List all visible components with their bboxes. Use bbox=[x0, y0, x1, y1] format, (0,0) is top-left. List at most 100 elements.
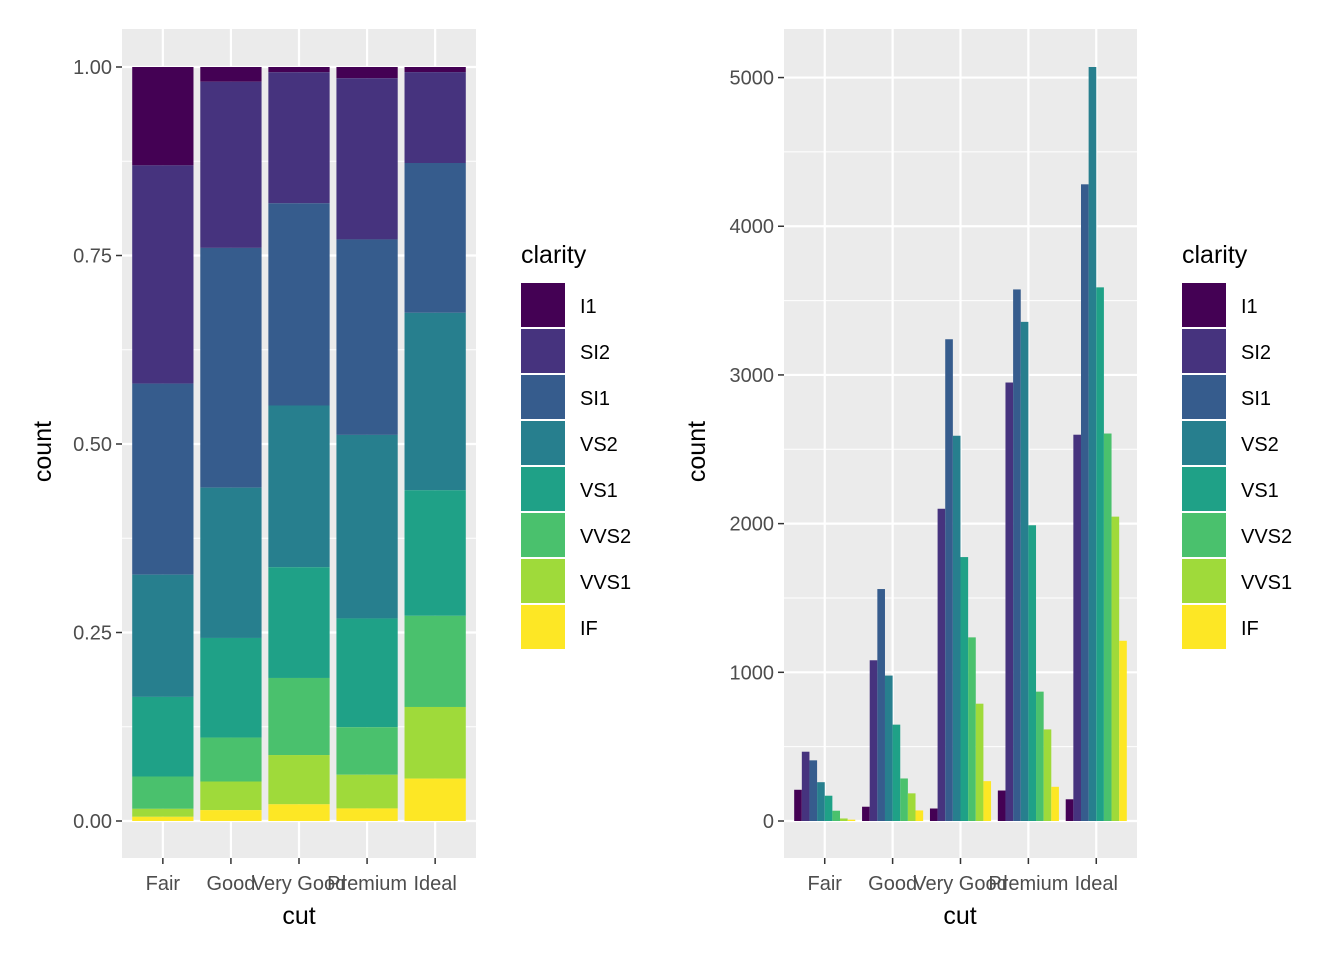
bar-fair-si1 bbox=[132, 383, 194, 575]
bar-ideal-si1 bbox=[404, 163, 466, 313]
x-axis-title: cut bbox=[943, 902, 976, 930]
y-tick-label: 0.25 bbox=[73, 623, 112, 645]
bar-fair-vs1 bbox=[824, 795, 833, 821]
bar-very-good-si2 bbox=[937, 508, 946, 821]
legend-label-si1: SI1 bbox=[1241, 388, 1271, 410]
x-tick-label: Good bbox=[868, 873, 917, 895]
bar-very-good-vvs1 bbox=[268, 755, 330, 805]
bar-very-good-i1 bbox=[929, 808, 938, 821]
bar-very-good-vvs2 bbox=[968, 637, 976, 821]
legend-key-si2 bbox=[521, 329, 565, 373]
x-axis-title: cut bbox=[282, 902, 315, 930]
bar-good-vvs2 bbox=[200, 737, 262, 782]
legend-label-vvs2: VVS2 bbox=[580, 526, 631, 548]
bar-premium-i1 bbox=[997, 790, 1006, 821]
bar-ideal-vs1 bbox=[1096, 287, 1104, 821]
bar-very-good-vs2 bbox=[952, 435, 961, 821]
x-tick-label: Premium bbox=[327, 873, 407, 895]
bar-good-vvs2 bbox=[900, 778, 908, 821]
legend-key-vvs1 bbox=[1182, 559, 1226, 603]
legend-label-vvs2: VVS2 bbox=[1241, 526, 1292, 548]
bar-ideal-i1 bbox=[404, 67, 466, 73]
bar-premium-vs2 bbox=[336, 434, 398, 619]
bar-good-vvs1 bbox=[907, 793, 916, 821]
y-axis-title: count bbox=[683, 421, 711, 482]
legend-label-vvs1: VVS1 bbox=[580, 572, 631, 594]
bar-very-good-vs1 bbox=[960, 557, 969, 821]
legend: clarity I1 SI2 SI1 VS2 VS1 VVS2 VVS1 IF bbox=[521, 241, 631, 649]
bar-fair-i1 bbox=[132, 67, 194, 166]
legend-key-si2 bbox=[1182, 329, 1226, 373]
bar-premium-si2 bbox=[336, 78, 398, 240]
bar-premium-vvs1 bbox=[336, 774, 398, 809]
bar-premium-vvs2 bbox=[336, 727, 398, 775]
legend-label-if: IF bbox=[1241, 618, 1259, 640]
y-tick-label: 1000 bbox=[730, 662, 775, 684]
x-tick-label: Very Good bbox=[252, 873, 347, 895]
legend-label-vs1: VS1 bbox=[1241, 480, 1279, 502]
bar-premium-vs1 bbox=[336, 618, 398, 728]
bar-ideal-vs2 bbox=[404, 312, 466, 491]
bar-ideal-vvs2 bbox=[1103, 433, 1112, 821]
legend-key-vvs2 bbox=[1182, 513, 1226, 557]
legend-key-vs2 bbox=[1182, 421, 1226, 465]
bar-very-good-vs2 bbox=[268, 405, 330, 568]
bar-good-vs1 bbox=[892, 724, 901, 821]
legend-label-i1: I1 bbox=[580, 296, 597, 318]
bar-very-good-if bbox=[268, 804, 330, 821]
bar-good-si2 bbox=[200, 81, 262, 248]
bar-good-si1 bbox=[877, 589, 885, 821]
legend-key-si1 bbox=[521, 375, 565, 419]
bar-fair-i1 bbox=[794, 789, 802, 821]
x-tick-label: Ideal bbox=[1075, 873, 1118, 895]
bar-ideal-vvs2 bbox=[404, 615, 466, 707]
legend-label-if: IF bbox=[580, 618, 598, 640]
x-tick-label: Very Good bbox=[913, 873, 1008, 895]
bar-ideal-vvs1 bbox=[1111, 516, 1120, 821]
bar-good-vs2 bbox=[884, 675, 893, 821]
x-tick-label: Fair bbox=[808, 873, 843, 895]
bar-good-si2 bbox=[869, 660, 878, 821]
bar-fair-vs2 bbox=[132, 574, 194, 697]
bar-very-good-vs1 bbox=[268, 567, 330, 678]
x-tick-label: Premium bbox=[988, 873, 1068, 895]
y-tick-label: 0 bbox=[763, 811, 774, 833]
bar-premium-si2 bbox=[1005, 382, 1014, 821]
bar-good-i1 bbox=[200, 67, 262, 82]
bar-ideal-if bbox=[1119, 640, 1127, 821]
y-tick-label: 0.75 bbox=[73, 246, 112, 268]
y-tick-label: 1.00 bbox=[73, 57, 112, 79]
bar-fair-vvs1 bbox=[840, 818, 848, 821]
legend-label-vs2: VS2 bbox=[1241, 434, 1279, 456]
legend-key-vs2 bbox=[521, 421, 565, 465]
bar-fair-if bbox=[132, 816, 194, 821]
legend-key-vvs1 bbox=[521, 559, 565, 603]
bar-premium-si1 bbox=[1013, 289, 1021, 821]
bar-very-good-if bbox=[983, 781, 992, 821]
bar-fair-vs2 bbox=[817, 782, 825, 821]
bar-premium-vs2 bbox=[1020, 321, 1029, 821]
bar-premium-if bbox=[336, 808, 398, 821]
bar-very-good-vvs2 bbox=[268, 677, 330, 756]
x-tick-label: Ideal bbox=[413, 873, 456, 895]
bar-ideal-si2 bbox=[1073, 434, 1081, 821]
bar-ideal-vvs1 bbox=[404, 706, 466, 779]
legend-label-i1: I1 bbox=[1241, 296, 1258, 318]
legend-key-vs1 bbox=[521, 467, 565, 511]
bar-fair-si1 bbox=[809, 760, 818, 821]
y-axis-title: count bbox=[29, 421, 57, 482]
bar-premium-vs1 bbox=[1028, 525, 1037, 821]
bar-premium-if bbox=[1051, 786, 1059, 821]
legend-label-si1: SI1 bbox=[580, 388, 610, 410]
legend-key-i1 bbox=[1182, 283, 1226, 327]
bar-very-good-si1 bbox=[945, 339, 953, 821]
legend-label-vs1: VS1 bbox=[580, 480, 618, 502]
bar-ideal-si2 bbox=[404, 72, 466, 164]
bar-premium-vvs1 bbox=[1043, 729, 1052, 821]
bar-fair-vs1 bbox=[132, 696, 194, 777]
bar-premium-i1 bbox=[336, 67, 398, 79]
bar-good-if bbox=[915, 810, 924, 821]
y-tick-label: 0.00 bbox=[73, 811, 112, 833]
bar-fair-vvs2 bbox=[132, 776, 194, 809]
